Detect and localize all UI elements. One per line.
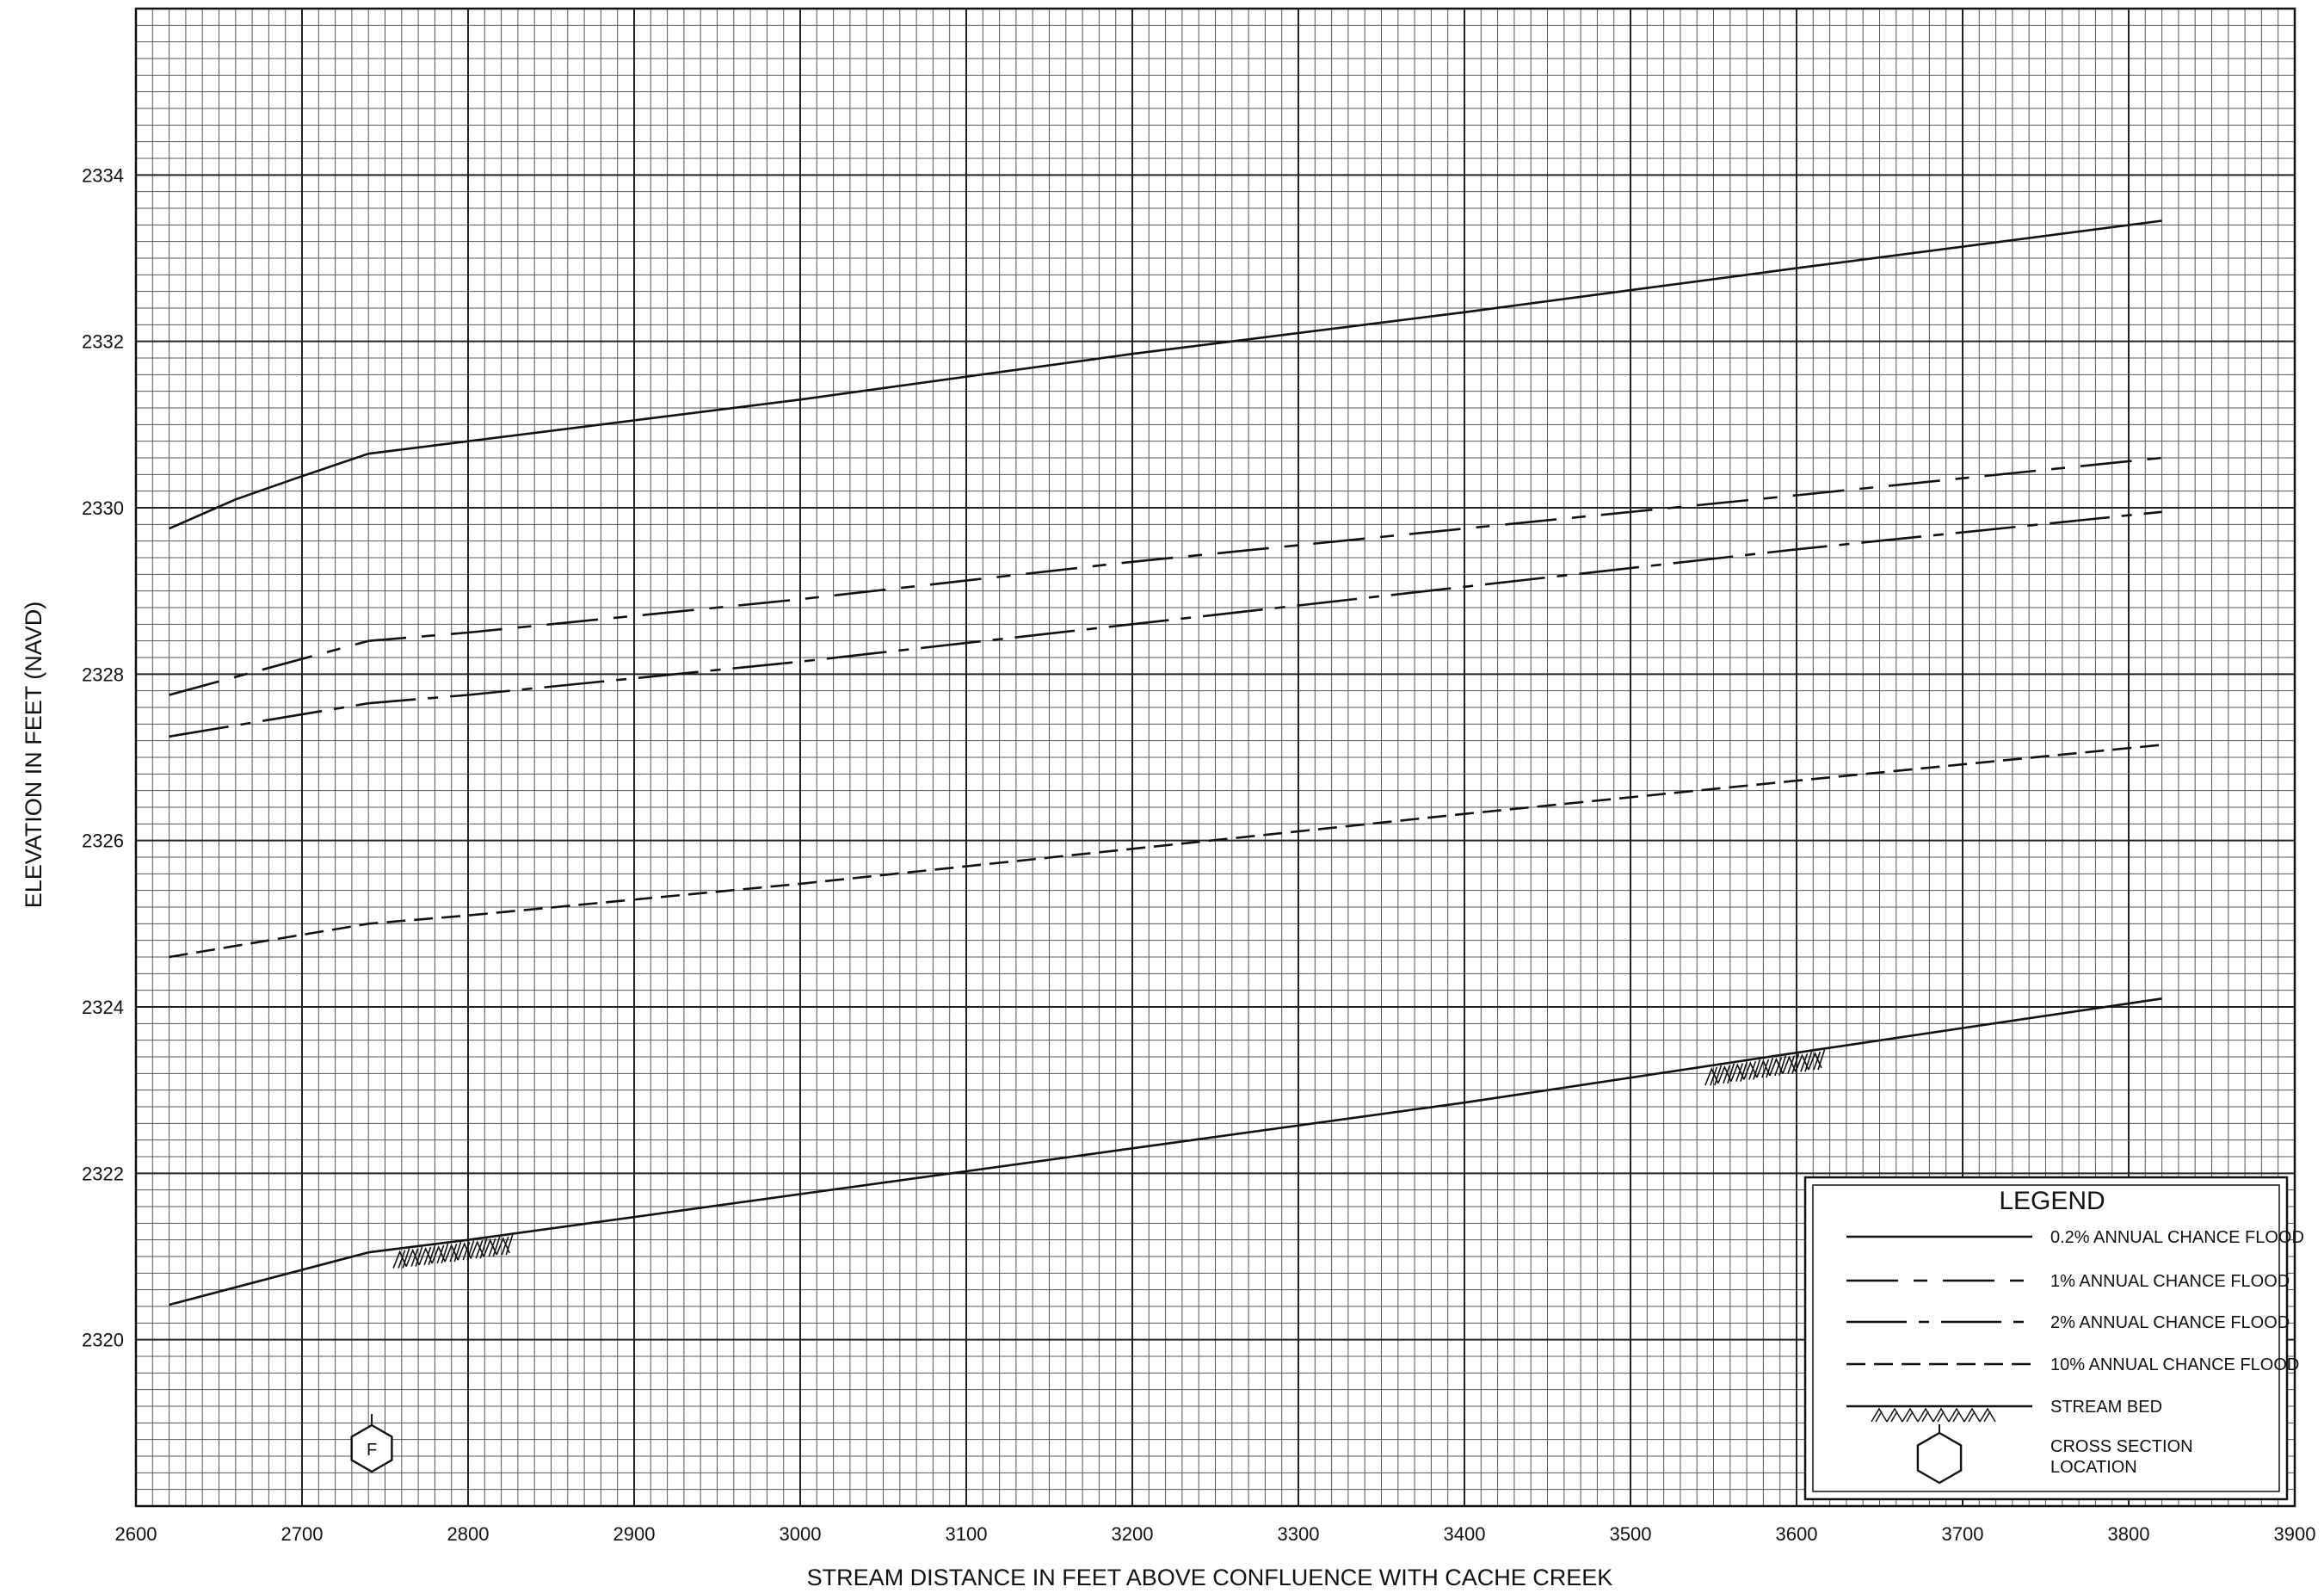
x-tick-label: 2900 <box>613 1523 656 1545</box>
x-tick-label: 3900 <box>2274 1523 2316 1545</box>
axis-ticks: 2600 2700 2800 2900 3000 3100 3200 3300 3400 3500… <box>82 164 2315 1545</box>
series-line-2 <box>169 456 2162 696</box>
y-tick-label: 2322 <box>82 1163 124 1184</box>
y-axis-title: ELEVATION IN FEET (NAVD) <box>21 602 46 909</box>
y-tick-label: 2330 <box>82 497 124 519</box>
series-line-5 <box>169 997 2162 1306</box>
legend-label: 0.2% ANNUAL CHANCE FLOOD <box>2050 1228 2304 1247</box>
minor-gridlines <box>136 9 2295 1506</box>
legend-label: 2% ANNUAL CHANCE FLOOD <box>2050 1313 2290 1332</box>
y-tick-label: 2326 <box>82 830 124 852</box>
legend-label: CROSS SECTION <box>2050 1437 2193 1456</box>
plot-frame <box>134 7 2296 1508</box>
stream-bed-hatch-right <box>1704 1049 1826 1086</box>
x-tick-label: 3500 <box>1610 1523 1652 1545</box>
legend: LEGEND 0.2% ANNUAL CHANCE FLOOD 1% ANNUAL… <box>1803 1176 2304 1501</box>
y-tick-label: 2328 <box>82 664 124 685</box>
y-tick-label: 2332 <box>82 331 124 353</box>
series-line-4 <box>169 744 2162 959</box>
cross-section-hexagon <box>350 1423 393 1473</box>
series-line-1 <box>169 219 2162 530</box>
legend-item: 2% ANNUAL CHANCE FLOOD <box>1846 1313 2290 1332</box>
legend-title: LEGEND <box>1999 1187 2105 1215</box>
legend-label: 10% ANNUAL CHANCE FLOOD <box>2050 1355 2299 1374</box>
stream-bed-hatch-path <box>392 1234 514 1269</box>
y-tick-label: 2324 <box>82 997 124 1018</box>
stream-bed-hatch-path <box>1704 1049 1826 1086</box>
x-tick-label: 3300 <box>1278 1523 1320 1545</box>
legend-item: 1% ANNUAL CHANCE FLOOD <box>1846 1272 2290 1291</box>
y-tick-label: 2334 <box>82 164 124 186</box>
legend-item: 10% ANNUAL CHANCE FLOOD <box>1846 1355 2299 1374</box>
series-group <box>169 219 2162 1306</box>
cross-section-label: F <box>367 1441 377 1460</box>
legend-label: STREAM BED <box>2050 1398 2162 1417</box>
legend-hatch-sample <box>1871 1407 1996 1423</box>
stream-bed-hatch-left <box>392 1234 514 1269</box>
x-tick-label: 2600 <box>115 1523 157 1545</box>
x-tick-label: 3400 <box>1444 1523 1486 1545</box>
legend-label: LOCATION <box>2050 1458 2137 1477</box>
x-tick-label: 3200 <box>1112 1523 1154 1545</box>
cross-section-group: F <box>350 1414 393 1473</box>
cross-section-marker: F <box>350 1414 393 1473</box>
legend-xs-hexagon <box>1916 1431 1963 1485</box>
legend-label: 1% ANNUAL CHANCE FLOOD <box>2050 1272 2290 1291</box>
legend-item: STREAM BED <box>1846 1398 2162 1423</box>
x-tick-label: 2700 <box>281 1523 324 1545</box>
x-tick-label: 3700 <box>1942 1523 1984 1545</box>
legend-item: CROSS SECTION LOCATION <box>1916 1424 2193 1485</box>
series-line-3 <box>169 510 2162 738</box>
x-axis-title: STREAM DISTANCE IN FEET ABOVE CONFLUENCE… <box>807 1565 1613 1590</box>
x-tick-label: 3000 <box>780 1523 822 1545</box>
stream-bed-hatch-group <box>392 1049 1826 1269</box>
x-tick-label: 3600 <box>1776 1523 1818 1545</box>
legend-item: 0.2% ANNUAL CHANCE FLOOD <box>1846 1228 2304 1247</box>
x-tick-label: 3800 <box>2108 1523 2150 1545</box>
x-tick-label: 3100 <box>946 1523 988 1545</box>
y-tick-label: 2320 <box>82 1330 124 1351</box>
x-tick-label: 2800 <box>447 1523 490 1545</box>
